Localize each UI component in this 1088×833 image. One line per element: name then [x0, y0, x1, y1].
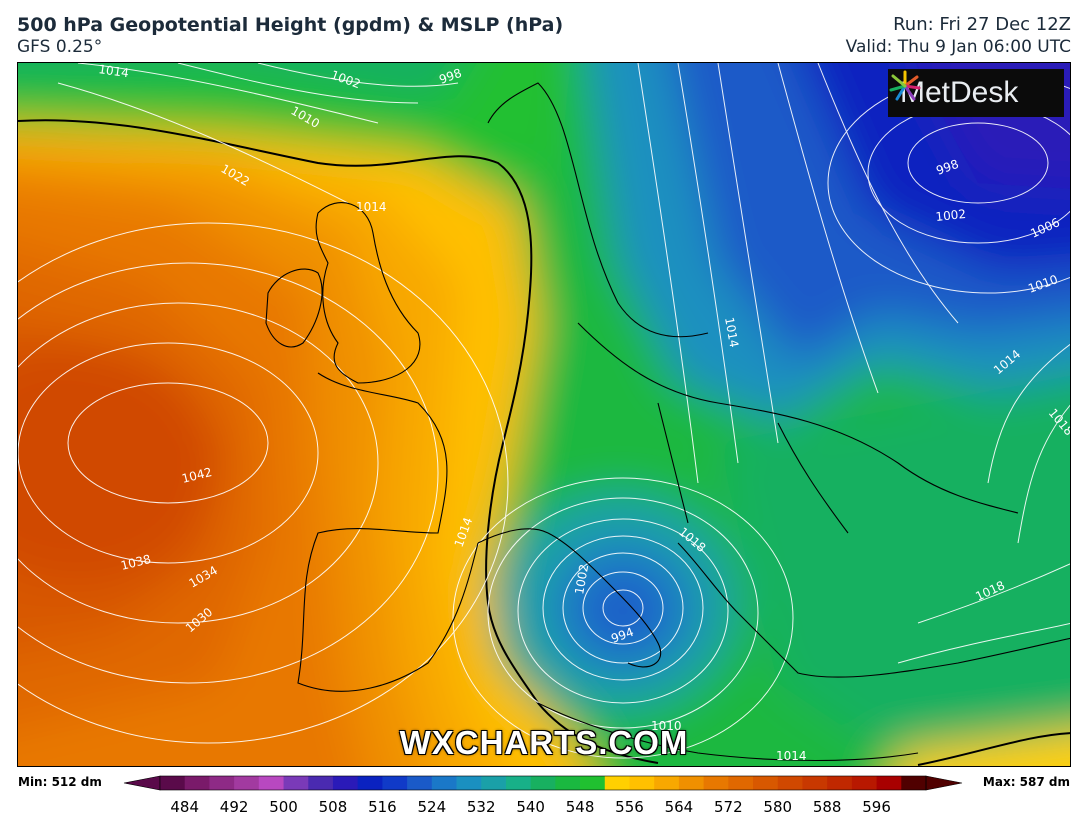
metdesk-logo-text: MetDesk	[900, 76, 1019, 109]
colorbar-swatch	[802, 776, 828, 790]
colorbar-swatch	[876, 776, 902, 790]
colorbar-swatch	[209, 776, 235, 790]
italy-coast	[477, 528, 662, 668]
north-africa-coast	[537, 702, 919, 762]
isobar-label: 1014	[98, 63, 130, 80]
isobar-label: 1002	[935, 207, 967, 224]
border-line	[577, 322, 1019, 514]
colorbar-swatch	[283, 776, 309, 790]
colorbar-swatch	[777, 776, 803, 790]
scandinavia-coast	[487, 82, 709, 338]
colorbar-max-label: Max: 587 dm	[982, 775, 1070, 789]
colorbar-swatches	[123, 775, 963, 791]
colorbar: 484 492 500 508 516 524 532 540 548 556 564 572 580 5…	[123, 775, 963, 816]
colorbar-min-arrow	[123, 775, 161, 791]
border-line	[657, 402, 689, 524]
colorbar-tick-label: 516	[368, 798, 397, 816]
border-line	[777, 422, 849, 534]
watermark: WXCHARTS.COM	[399, 724, 689, 761]
colorbar-swatch	[604, 776, 630, 790]
colorbar-min-label: Min: 512 dm	[18, 775, 102, 789]
colorbar-tick-label: 492	[220, 798, 249, 816]
colorbar-swatch	[555, 776, 581, 790]
isobar-label: 1010	[651, 719, 682, 733]
colorbar-tick-label: 588	[813, 798, 842, 816]
colorbar-tick-label: 500	[269, 798, 298, 816]
colorbar-swatch	[753, 776, 779, 790]
colorbar-border	[159, 775, 927, 791]
colorbar-swatch	[629, 776, 655, 790]
colorbar-tick-label: 524	[417, 798, 446, 816]
coastlines	[265, 82, 1070, 762]
isobar-label: 1002	[572, 563, 591, 596]
colorbar-tick-label: 532	[467, 798, 496, 816]
iberia-france-coast	[297, 372, 479, 692]
metdesk-starburst-icon	[889, 70, 921, 101]
colorbar-max-arrow	[925, 775, 963, 791]
colorbar-swatch	[654, 776, 680, 790]
colorbar-swatch	[160, 776, 186, 790]
colorbar-swatch	[308, 776, 334, 790]
colorbar-swatch	[580, 776, 606, 790]
model-label: GFS 0.25°	[17, 37, 103, 57]
colorbar-swatch	[258, 776, 285, 790]
ireland-coast	[265, 268, 323, 348]
colorbar-swatch	[901, 776, 927, 790]
colorbar-swatch	[357, 776, 383, 790]
metdesk-logo: MetDesk	[888, 69, 1064, 117]
height-field	[18, 63, 1070, 766]
chart-title: 500 hPa Geopotential Height (gpdm) & MSL…	[17, 14, 564, 36]
great-britain-coast	[315, 202, 421, 384]
colorbar-tick-label: 564	[665, 798, 694, 816]
colorbar-swatch	[456, 776, 482, 790]
colorbar-tick-label: 540	[516, 798, 545, 816]
colorbar-tick-label: 556	[615, 798, 644, 816]
colorbar-swatch	[234, 776, 260, 790]
colorbar-swatch	[703, 776, 729, 790]
contour-552	[18, 119, 1070, 766]
colorbar-ticks: 484 492 500 508 516 524 532 540 548 556 564 572 580 5…	[170, 798, 891, 816]
colorbar-swatch	[827, 776, 853, 790]
colorbar-swatch	[184, 776, 210, 790]
colorbar-tick-label: 508	[319, 798, 348, 816]
isobar-label: 1014	[356, 200, 387, 214]
colorbar-tick-label: 596	[862, 798, 891, 816]
colorbar-swatch	[407, 776, 433, 790]
colorbar-tick-label: 484	[170, 798, 199, 816]
colorbar-swatch	[431, 776, 458, 790]
colorbar-swatch	[332, 776, 359, 790]
colorbar-swatch	[530, 776, 556, 790]
colorbar-swatch	[505, 776, 532, 790]
weather-map: 1014 1002 998 1010 1022 1014 1042 1038 1…	[17, 62, 1071, 767]
isobar-label: 1014	[776, 749, 807, 763]
isobars	[18, 63, 1070, 759]
colorbar-swatch	[481, 776, 507, 790]
colorbar-swatch	[851, 776, 878, 790]
colorbar-swatch	[728, 776, 754, 790]
colorbar-tick-label: 572	[714, 798, 743, 816]
colorbar-tick-label: 580	[763, 798, 792, 816]
valid-time: Valid: Thu 9 Jan 06:00 UTC	[845, 37, 1071, 57]
run-time: Run: Fri 27 Dec 12Z	[893, 14, 1071, 35]
isobar-label: 1014	[722, 316, 741, 349]
balkans-turkey-coast	[677, 542, 1070, 678]
colorbar-swatch	[382, 776, 408, 790]
map-canvas: 1014 1002 998 1010 1022 1014 1042 1038 1…	[18, 63, 1070, 766]
colorbar-swatch	[678, 776, 705, 790]
colorbar-tick-label: 548	[566, 798, 595, 816]
